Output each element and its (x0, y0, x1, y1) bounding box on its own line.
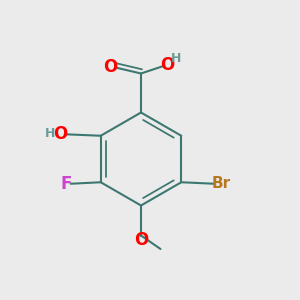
Text: O: O (103, 58, 117, 76)
Text: H: H (171, 52, 181, 65)
Text: O: O (160, 56, 174, 74)
Text: O: O (53, 125, 67, 143)
Text: O: O (134, 231, 148, 249)
Text: F: F (60, 175, 72, 193)
Text: H: H (45, 128, 56, 140)
Text: Br: Br (211, 176, 230, 191)
